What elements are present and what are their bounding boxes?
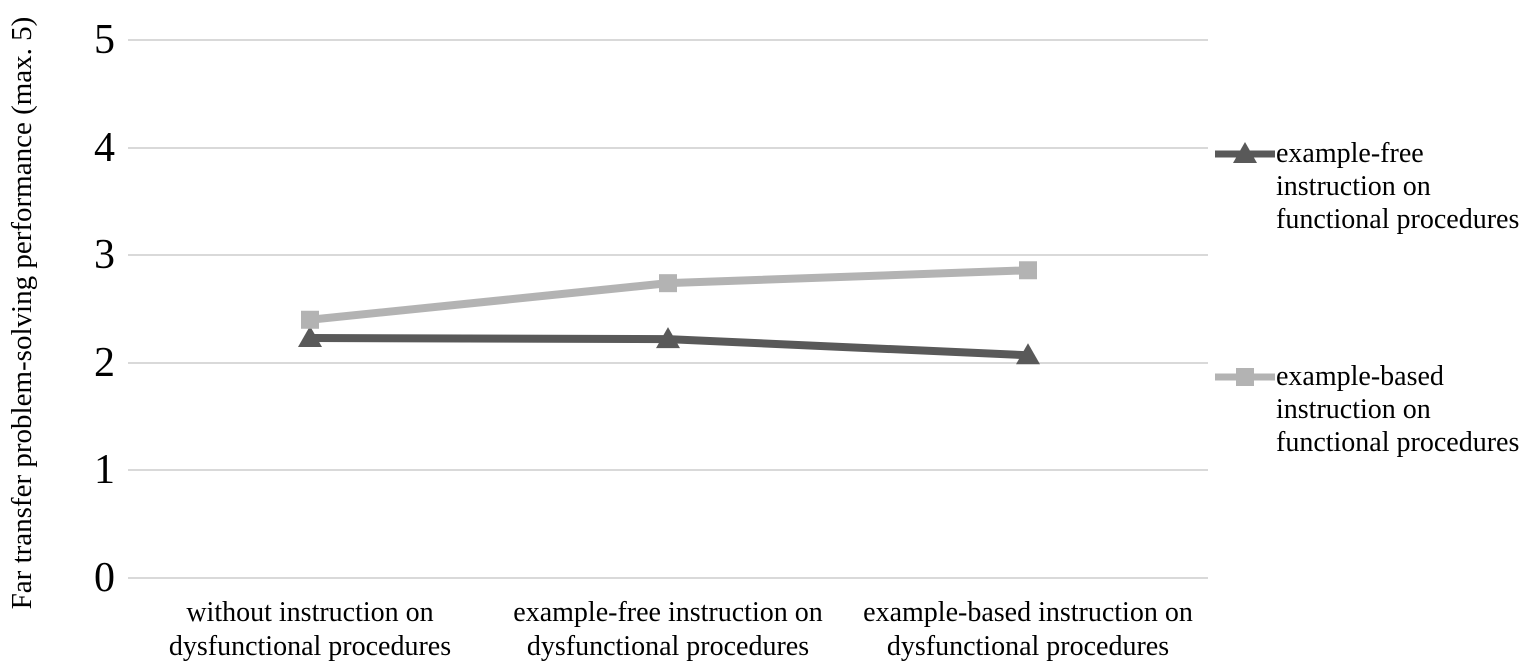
legend-triangle-icon (1215, 142, 1275, 163)
legend-item-triangle: example-free instruction on functional p… (1214, 137, 1519, 236)
gridline-y-0 (128, 577, 1208, 579)
legend-label: example-free instruction on functional p… (1276, 138, 1520, 235)
square-marker-pt2 (1019, 261, 1037, 280)
x-category-label: example-based instruction on dysfunction… (863, 597, 1193, 662)
triangle-marker-pt2 (1016, 343, 1040, 365)
series-square (301, 261, 1037, 329)
square-marker-legend (1236, 368, 1254, 386)
legend-square-icon (1215, 368, 1275, 386)
legend-item-square: example-based instruction on functional … (1214, 360, 1519, 459)
gridline-y-3 (128, 254, 1208, 257)
triangle-marker-pt0 (298, 326, 322, 348)
square-marker-pt0 (301, 310, 319, 329)
y-tick-label: 0 (94, 555, 115, 601)
x-category-label: without instruction on dysfunctional pro… (168, 597, 452, 662)
square-marker-pt1 (659, 274, 677, 293)
y-tick-label: 1 (94, 447, 115, 494)
y-tick-label: 2 (94, 339, 115, 386)
series-triangle (298, 326, 1040, 365)
gridline-y-1 (128, 469, 1208, 472)
legend-label: example-based instruction on functional … (1276, 361, 1520, 458)
y-tick-label: 4 (94, 124, 115, 171)
x-category-label: example-free instruction on dysfunctiona… (513, 597, 823, 662)
triangle-marker-legend (1233, 142, 1257, 163)
gridline-y-2 (128, 361, 1208, 364)
triangle-marker-pt1 (656, 327, 680, 349)
y-tick-label: 5 (94, 17, 115, 63)
gridline-y-4 (128, 146, 1208, 149)
gridline-y-5 (128, 39, 1208, 41)
y-tick-label: 3 (94, 232, 115, 279)
